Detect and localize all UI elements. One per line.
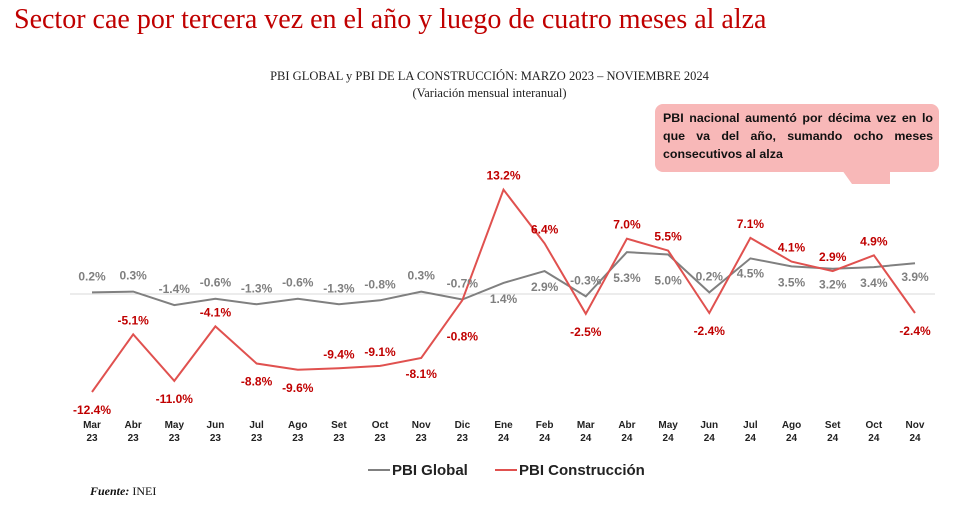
legend-label-pbi-global: PBI Global: [392, 462, 468, 479]
data-label-pbi-construccion: -12.4%: [73, 403, 111, 417]
data-label-pbi-global: -0.8%: [364, 277, 396, 291]
x-tick-label: Ago 24: [782, 420, 801, 444]
x-tick-label: Jul 23: [249, 420, 264, 444]
x-tick-label: Feb 24: [536, 420, 554, 444]
data-label-pbi-global: -1.4%: [159, 282, 191, 296]
x-tick-label: Mar 24: [577, 420, 595, 444]
callout-pointer: [842, 170, 890, 184]
annotation-callout: PBI nacional aumentó por décima vez en l…: [655, 104, 939, 172]
data-label-pbi-global: -0.6%: [282, 276, 314, 290]
chart-subtitle: (Variación mensual interanual): [412, 86, 567, 100]
data-label-pbi-global: -1.3%: [241, 281, 273, 295]
source-label: Fuente:: [90, 484, 130, 498]
data-label-pbi-construccion: -2.5%: [570, 325, 602, 339]
data-label-pbi-construccion: -11.0%: [156, 392, 194, 406]
data-label-pbi-construccion: 4.9%: [860, 234, 888, 248]
data-label-pbi-construccion: -4.1%: [200, 305, 232, 319]
data-label-pbi-construccion: -8.8%: [241, 375, 273, 389]
legend-label-pbi-construccion: PBI Construcción: [519, 462, 645, 479]
data-label-pbi-construccion: 4.1%: [778, 241, 806, 255]
data-label-pbi-global: 0.2%: [78, 269, 106, 283]
x-tick-label: Abr 23: [125, 420, 142, 444]
source-value: INEI: [132, 484, 157, 498]
x-tick-label: Oct 23: [372, 420, 389, 444]
data-label-pbi-construccion: -5.1%: [117, 313, 149, 327]
data-label-pbi-construccion: -2.4%: [694, 324, 726, 338]
data-label-pbi-construccion: -0.8%: [447, 329, 479, 343]
x-tick-label: Nov 23: [412, 420, 431, 444]
chart-title: PBI GLOBAL y PBI DE LA CONSTRUCCIÓN: MAR…: [270, 69, 709, 83]
data-label-pbi-global: 3.5%: [778, 275, 806, 289]
series-line-pbi-construccion: [91, 187, 916, 393]
series-line-pbi-global: [91, 251, 916, 307]
data-label-pbi-global: -0.3%: [570, 273, 602, 287]
data-label-pbi-global: -0.6%: [200, 276, 232, 290]
data-label-pbi-global: 0.2%: [696, 269, 724, 283]
data-label-pbi-global: 3.4%: [860, 276, 888, 290]
x-tick-label: Nov 24: [906, 420, 925, 444]
callout-text: PBI nacional aumentó por décima vez en l…: [663, 111, 933, 161]
data-label-pbi-construccion: 2.9%: [819, 250, 847, 264]
data-label-pbi-global: 5.3%: [613, 271, 641, 285]
data-label-pbi-global: 5.0%: [654, 274, 682, 288]
source-note: Fuente: INEI: [90, 484, 156, 499]
x-tick-label: May 24: [658, 420, 678, 444]
x-tick-label: May 23: [165, 420, 185, 444]
x-tick-label: Oct 24: [866, 420, 883, 444]
x-tick-label: Jun 24: [700, 420, 718, 444]
x-tick-label: Jul 24: [743, 420, 758, 444]
data-label-pbi-global: 3.2%: [819, 278, 847, 292]
data-label-pbi-global: 2.9%: [531, 280, 559, 294]
x-tick-label: Mar 23: [83, 420, 101, 444]
data-label-pbi-global: 0.3%: [408, 269, 436, 283]
data-label-pbi-construccion: 7.1%: [737, 217, 765, 231]
data-label-pbi-global: 0.3%: [119, 269, 147, 283]
data-label-pbi-construccion: 5.5%: [654, 230, 682, 244]
data-label-pbi-global: -1.3%: [323, 281, 355, 295]
data-label-pbi-construccion: -9.4%: [323, 347, 355, 361]
data-label-pbi-construccion: 7.0%: [613, 218, 641, 232]
legend: PBI Global PBI Construcción: [368, 462, 645, 479]
x-tick-label: Set 23: [331, 420, 347, 444]
data-label-pbi-construccion: -8.1%: [406, 367, 438, 381]
data-label-pbi-construccion: -9.1%: [364, 345, 396, 359]
x-tick-label: Abr 24: [618, 420, 635, 444]
x-tick-label: Set 24: [825, 420, 841, 444]
data-label-pbi-global: 3.9%: [901, 270, 929, 284]
data-label-pbi-construccion: 6.4%: [531, 222, 559, 236]
data-label-pbi-global: 4.5%: [737, 266, 765, 280]
data-label-pbi-construccion: -2.4%: [899, 324, 931, 338]
headline: Sector cae por tercera vez en el año y l…: [14, 4, 767, 35]
x-tick-label: Jun 23: [207, 420, 225, 444]
x-tick-label: Ene 24: [494, 420, 513, 444]
data-label-pbi-construccion: -9.6%: [282, 381, 314, 395]
data-label-pbi-construccion: 13.2%: [486, 169, 520, 183]
x-tick-label: Ago 23: [288, 420, 307, 444]
data-label-pbi-global: 1.4%: [490, 292, 518, 306]
x-tick-label: Dic 23: [455, 420, 471, 444]
data-label-pbi-global: -0.7%: [447, 277, 479, 291]
